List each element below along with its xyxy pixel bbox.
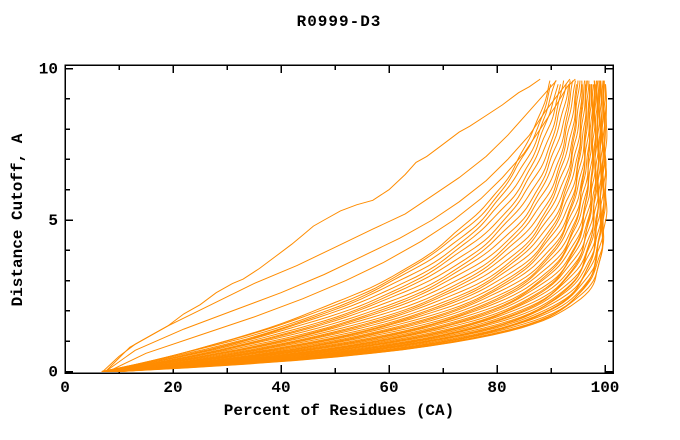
straggler-model-1 <box>105 80 557 372</box>
model-curve <box>110 80 587 372</box>
model-curve <box>109 84 592 372</box>
model-curve <box>118 84 606 372</box>
model-curve <box>103 84 561 372</box>
model-curve <box>107 80 586 372</box>
model-curve <box>101 84 567 372</box>
model-curve <box>113 80 603 372</box>
model-curve <box>117 84 607 372</box>
x-tick-label: 20 <box>163 379 182 397</box>
model-curve <box>106 84 577 372</box>
model-curve <box>103 84 582 372</box>
y-tick-label: 0 <box>48 364 58 382</box>
chart-title: R0999-D3 <box>296 13 382 31</box>
model-curve <box>106 80 574 372</box>
x-axis-title: Percent of Residues (CA) <box>223 402 455 420</box>
model-curve <box>115 84 607 372</box>
model-curve <box>110 80 596 372</box>
model-curve <box>107 84 590 372</box>
model-curve <box>106 80 583 372</box>
model-curve <box>104 80 576 372</box>
y-tick-label: 10 <box>39 61 58 79</box>
x-tick-label: 0 <box>60 379 70 397</box>
model-curve <box>114 84 600 372</box>
model-curve <box>112 84 598 372</box>
model-curve <box>102 84 559 372</box>
y-tick-label: 5 <box>48 212 58 230</box>
model-curve <box>120 84 608 372</box>
model-curve <box>104 84 552 372</box>
model-curve <box>101 80 551 372</box>
model-curve <box>107 80 590 372</box>
x-tick-label: 60 <box>379 379 398 397</box>
outlier-model <box>102 78 541 372</box>
model-curve <box>102 80 557 372</box>
x-tick-label: 100 <box>591 379 620 397</box>
model-curve <box>107 84 587 372</box>
model-curve <box>104 80 565 372</box>
model-curve <box>112 84 594 372</box>
straggler-model-2 <box>105 78 571 372</box>
model-curve <box>105 80 571 372</box>
model-curve <box>105 80 581 372</box>
model-curve <box>116 80 605 372</box>
model-curve <box>117 84 603 372</box>
model-curve <box>108 84 583 372</box>
x-tick-label: 40 <box>271 379 290 397</box>
x-tick-label: 80 <box>487 379 506 397</box>
plot-frame <box>64 64 614 374</box>
model-curve <box>112 80 596 372</box>
model-curve <box>107 80 579 372</box>
model-curve <box>102 84 569 372</box>
